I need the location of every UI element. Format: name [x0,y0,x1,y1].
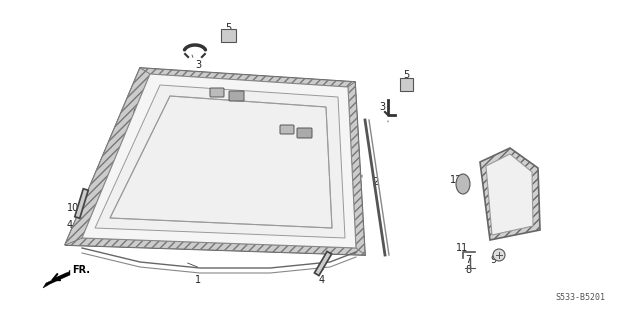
Polygon shape [82,74,356,248]
Text: 8: 8 [465,265,471,275]
Polygon shape [65,238,365,255]
FancyBboxPatch shape [229,91,244,101]
Polygon shape [95,85,345,238]
Polygon shape [140,68,355,87]
Ellipse shape [456,174,470,194]
Polygon shape [65,68,365,255]
Text: S533-B5201: S533-B5201 [555,293,605,302]
Text: 4: 4 [319,275,325,285]
Polygon shape [43,270,70,288]
Text: 4: 4 [67,220,73,230]
Text: 14: 14 [228,88,240,98]
Text: 12: 12 [450,175,462,185]
Text: 3: 3 [195,60,201,70]
Polygon shape [82,74,356,248]
Polygon shape [348,82,365,255]
Polygon shape [480,148,540,240]
Text: 11: 11 [456,243,468,253]
Polygon shape [65,68,150,245]
Text: 6: 6 [132,108,138,118]
Text: 14: 14 [296,125,308,135]
Text: 3: 3 [379,102,385,112]
FancyBboxPatch shape [210,88,224,97]
FancyBboxPatch shape [280,125,294,134]
Polygon shape [65,68,150,245]
Polygon shape [95,85,345,238]
Text: 5: 5 [403,70,409,80]
FancyBboxPatch shape [221,29,236,42]
Text: 9: 9 [490,255,496,265]
Text: 2: 2 [372,177,378,187]
Text: 1: 1 [195,275,201,285]
FancyBboxPatch shape [297,128,312,138]
Bar [400,78,413,91]
Text: 7: 7 [465,255,471,265]
Text: FR.: FR. [72,265,90,275]
Text: 13: 13 [210,85,222,95]
Circle shape [493,249,505,261]
Text: 5: 5 [225,23,231,33]
Text: 10: 10 [67,203,79,213]
Polygon shape [486,154,533,235]
Text: 13: 13 [279,122,291,132]
